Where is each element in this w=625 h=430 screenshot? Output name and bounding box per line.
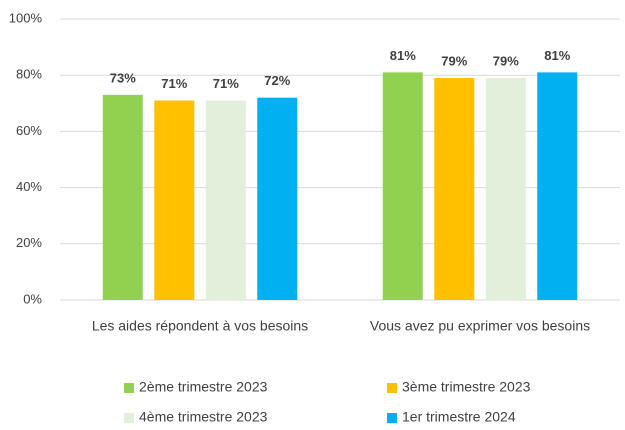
legend-swatch bbox=[387, 383, 397, 393]
bar bbox=[257, 97, 298, 301]
legend-label: 3ème trimestre 2023 bbox=[402, 379, 531, 395]
x-tick-label: Les aides répondent à vos besoins bbox=[92, 318, 308, 334]
legend-label: 1er trimestre 2024 bbox=[402, 409, 516, 425]
x-tick-label: Vous avez pu exprimer vos besoins bbox=[370, 318, 590, 334]
value-label: 81% bbox=[390, 48, 416, 63]
y-tick-label: 60% bbox=[16, 123, 42, 138]
legend-swatch bbox=[124, 413, 134, 423]
legend-swatch bbox=[124, 383, 134, 393]
bar bbox=[205, 100, 246, 301]
value-label: 73% bbox=[110, 70, 136, 85]
value-label: 79% bbox=[493, 53, 519, 68]
legend-swatch bbox=[387, 413, 397, 423]
bar bbox=[485, 78, 526, 300]
bar bbox=[537, 72, 578, 300]
y-tick-label: 80% bbox=[16, 67, 42, 82]
value-label: 81% bbox=[544, 48, 570, 63]
y-tick-label: 40% bbox=[16, 179, 42, 194]
y-tick-label: 20% bbox=[16, 235, 42, 250]
y-tick-label: 100% bbox=[9, 10, 43, 25]
legend-label: 2ème trimestre 2023 bbox=[139, 379, 268, 395]
bar bbox=[102, 94, 143, 301]
bar bbox=[434, 78, 475, 300]
bar bbox=[382, 72, 423, 300]
value-label: 71% bbox=[213, 76, 239, 91]
legend-label: 4ème trimestre 2023 bbox=[139, 409, 268, 425]
value-label: 71% bbox=[161, 76, 187, 91]
y-tick-label: 0% bbox=[23, 291, 42, 306]
bar bbox=[154, 100, 195, 301]
value-label: 79% bbox=[441, 53, 467, 68]
value-label: 72% bbox=[264, 73, 290, 88]
